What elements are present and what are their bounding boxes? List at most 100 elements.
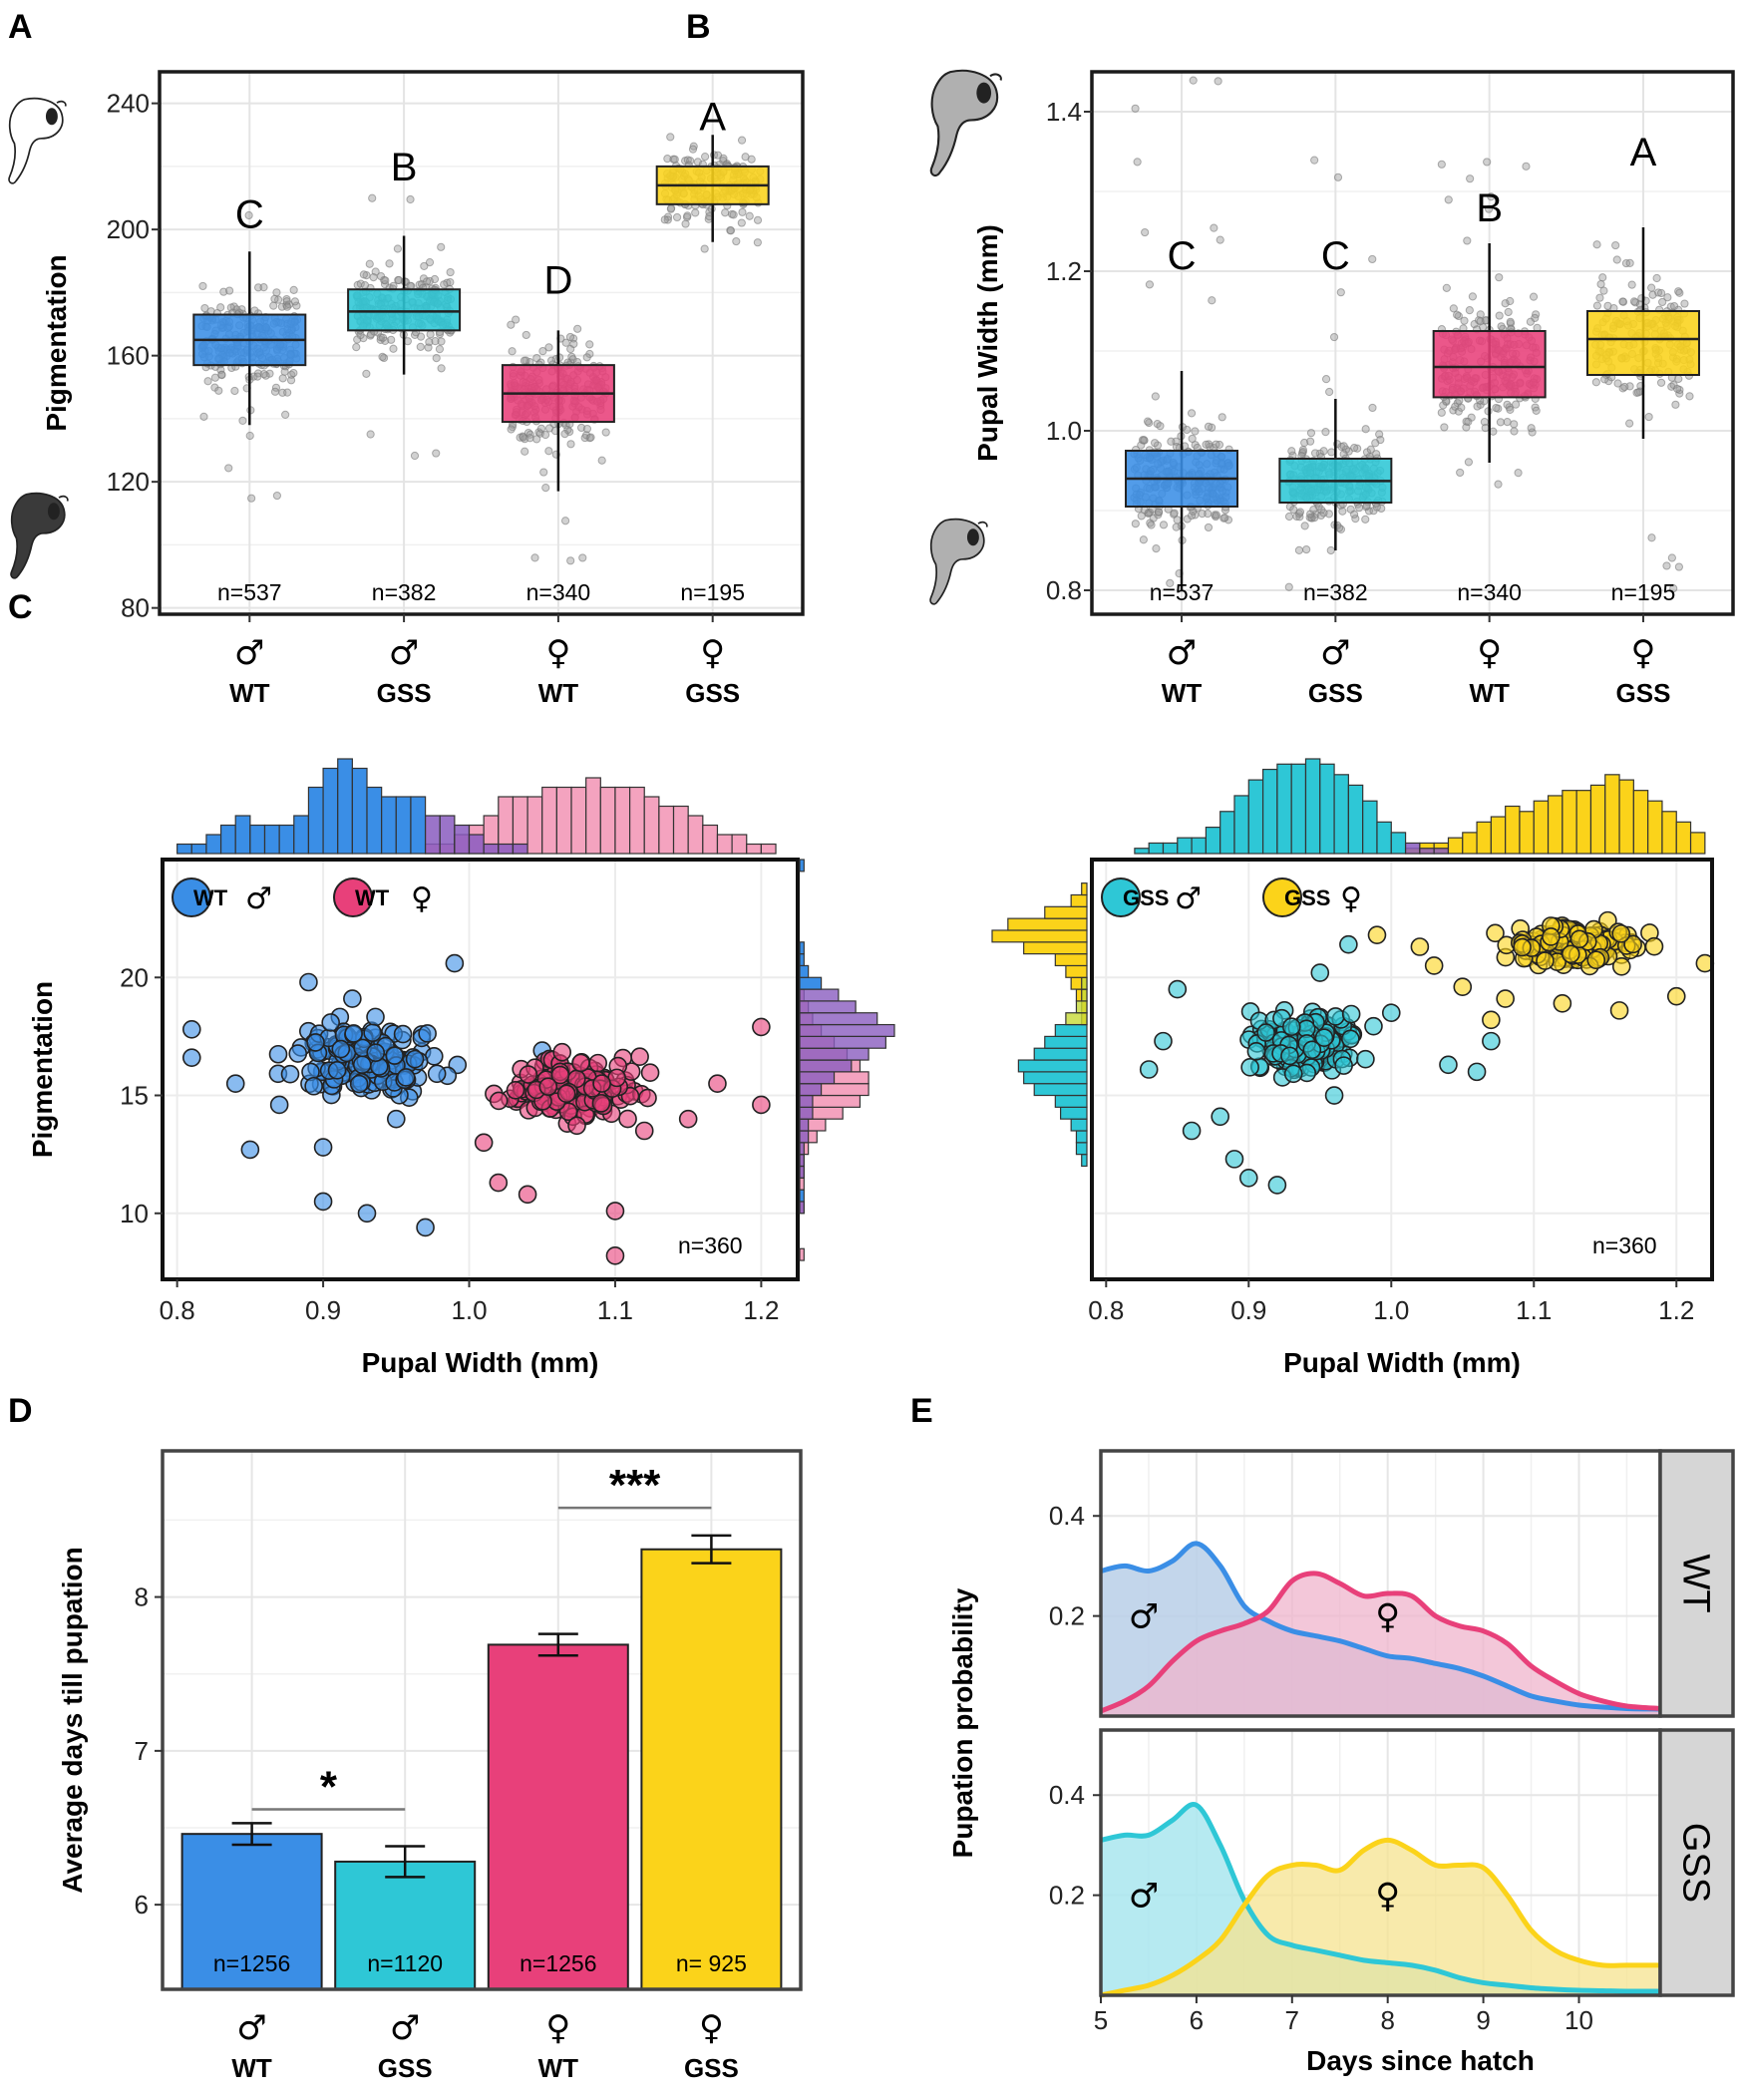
jitter-point <box>1147 521 1156 529</box>
scatter-point <box>1569 929 1589 949</box>
hist-bar-male <box>1075 1000 1088 1014</box>
jitter-point <box>1189 76 1198 85</box>
jitter-point <box>1170 509 1179 518</box>
scatter-point <box>1211 1107 1229 1127</box>
scatter-point <box>1439 1055 1458 1075</box>
jitter-point <box>1372 503 1381 512</box>
y-tick-label: 6 <box>135 1890 149 1920</box>
hist-bar-female <box>991 929 1088 943</box>
scatter-point <box>181 1019 201 1039</box>
jitter-point <box>282 302 292 311</box>
hist-bar-male <box>1404 842 1421 855</box>
jitter-point <box>1173 516 1182 525</box>
jitter-point <box>745 211 754 220</box>
scatter-point <box>1246 1042 1266 1061</box>
jitter-point <box>721 208 730 217</box>
x-tick-label: 1.2 <box>743 1295 779 1325</box>
panel-E: ♂ ♀ WT 0.2 0.4 ♂ ♀ GSS 0.2 0.4 5 6 7 8 9 10 Days since h… <box>947 1449 1735 2076</box>
jitter-point <box>561 338 570 347</box>
scatter-point <box>474 1133 494 1153</box>
jitter-point <box>565 332 575 342</box>
jitter-point <box>214 386 223 395</box>
scatter-point <box>1356 1049 1375 1069</box>
y-tick-label: 0.4 <box>1049 1780 1085 1810</box>
top-histogram <box>1134 758 1706 855</box>
hist-bar-male <box>1205 827 1221 855</box>
jitter-point <box>259 370 268 379</box>
jitter-point <box>1510 427 1519 436</box>
x-axis-title: Pupal Width (mm) <box>362 1347 599 1378</box>
hist-bar-male <box>1276 763 1292 855</box>
jitter-point <box>1532 406 1541 415</box>
jitter-point <box>1669 584 1678 593</box>
n-label-1: n=382 <box>372 579 437 605</box>
scatter-point <box>366 1007 385 1027</box>
scatter-point <box>1467 1062 1487 1082</box>
hist-bar-female <box>643 796 660 855</box>
jitter-point <box>420 261 429 271</box>
jitter-point <box>1439 401 1448 410</box>
group-symbol-1: ♂ <box>390 2008 420 2048</box>
hist-bar-male <box>1081 988 1088 1002</box>
jitter-point <box>356 279 365 288</box>
hist-bar-female <box>716 834 733 855</box>
jitter-point <box>1647 283 1656 292</box>
jitter-point <box>1310 156 1319 165</box>
jitter-point <box>1495 311 1504 320</box>
scatter-point <box>313 1192 333 1212</box>
jitter-point <box>1674 562 1683 571</box>
hist-bar-male <box>1261 768 1278 855</box>
jitter-point <box>1139 535 1148 544</box>
group-label-1: GSS <box>378 2053 433 2083</box>
y-tick-label: 20 <box>120 962 149 992</box>
larva-eye <box>47 503 60 521</box>
hist-bar-male <box>395 796 412 855</box>
hist-bar-male <box>337 758 353 855</box>
scatter-point <box>327 1061 347 1080</box>
scatter-point <box>1280 1046 1299 1066</box>
jitter-point <box>406 194 415 204</box>
x-axis-title: Days since hatch <box>1306 2045 1535 2076</box>
hist-bar-male <box>1023 1071 1088 1085</box>
jitter-point <box>219 287 228 296</box>
jitter-point <box>1680 299 1689 308</box>
hist-bar-female <box>1533 800 1550 855</box>
hist-bar-male <box>1044 1035 1088 1049</box>
jitter-point <box>1596 279 1605 289</box>
group-label-1: GSS <box>1308 678 1363 708</box>
side-histogram <box>799 859 895 1261</box>
significance-letter-3: A <box>699 95 726 139</box>
jitter-point <box>683 211 692 220</box>
jitter-point <box>507 425 516 434</box>
jitter-point <box>446 267 455 277</box>
jitter-point <box>269 301 278 310</box>
jitter-point <box>290 297 299 306</box>
scatter-point <box>306 1033 325 1052</box>
jitter-point <box>1663 293 1672 302</box>
jitter-point <box>435 345 445 354</box>
jitter-point <box>1327 448 1336 457</box>
jitter-point <box>1506 317 1515 326</box>
jitter-point <box>1506 405 1515 414</box>
scatter-point <box>489 1173 509 1193</box>
hist-bar-male <box>799 1189 805 1203</box>
significance-letter-2: B <box>1476 186 1503 230</box>
hist-bar-male <box>799 1118 810 1132</box>
jitter-point <box>1333 173 1343 181</box>
jitter-point <box>560 430 569 439</box>
legend-female-symbol: ♀ <box>411 881 433 916</box>
jitter-point <box>1188 434 1197 444</box>
n-label-3: n=195 <box>1611 579 1676 605</box>
panel-letter-A: A <box>8 8 33 46</box>
jitter-point <box>1496 418 1506 427</box>
scatter-point <box>386 1109 406 1129</box>
hist-bar-male <box>498 843 515 855</box>
hist-bar-female <box>1476 821 1492 855</box>
jitter-point <box>272 288 281 297</box>
jitter-point <box>365 259 374 268</box>
jitter-point <box>1183 425 1192 435</box>
jitter-point <box>1620 382 1629 392</box>
jitter-point <box>432 449 441 458</box>
hist-bar-female <box>628 786 645 855</box>
jitter-point <box>1464 458 1473 467</box>
